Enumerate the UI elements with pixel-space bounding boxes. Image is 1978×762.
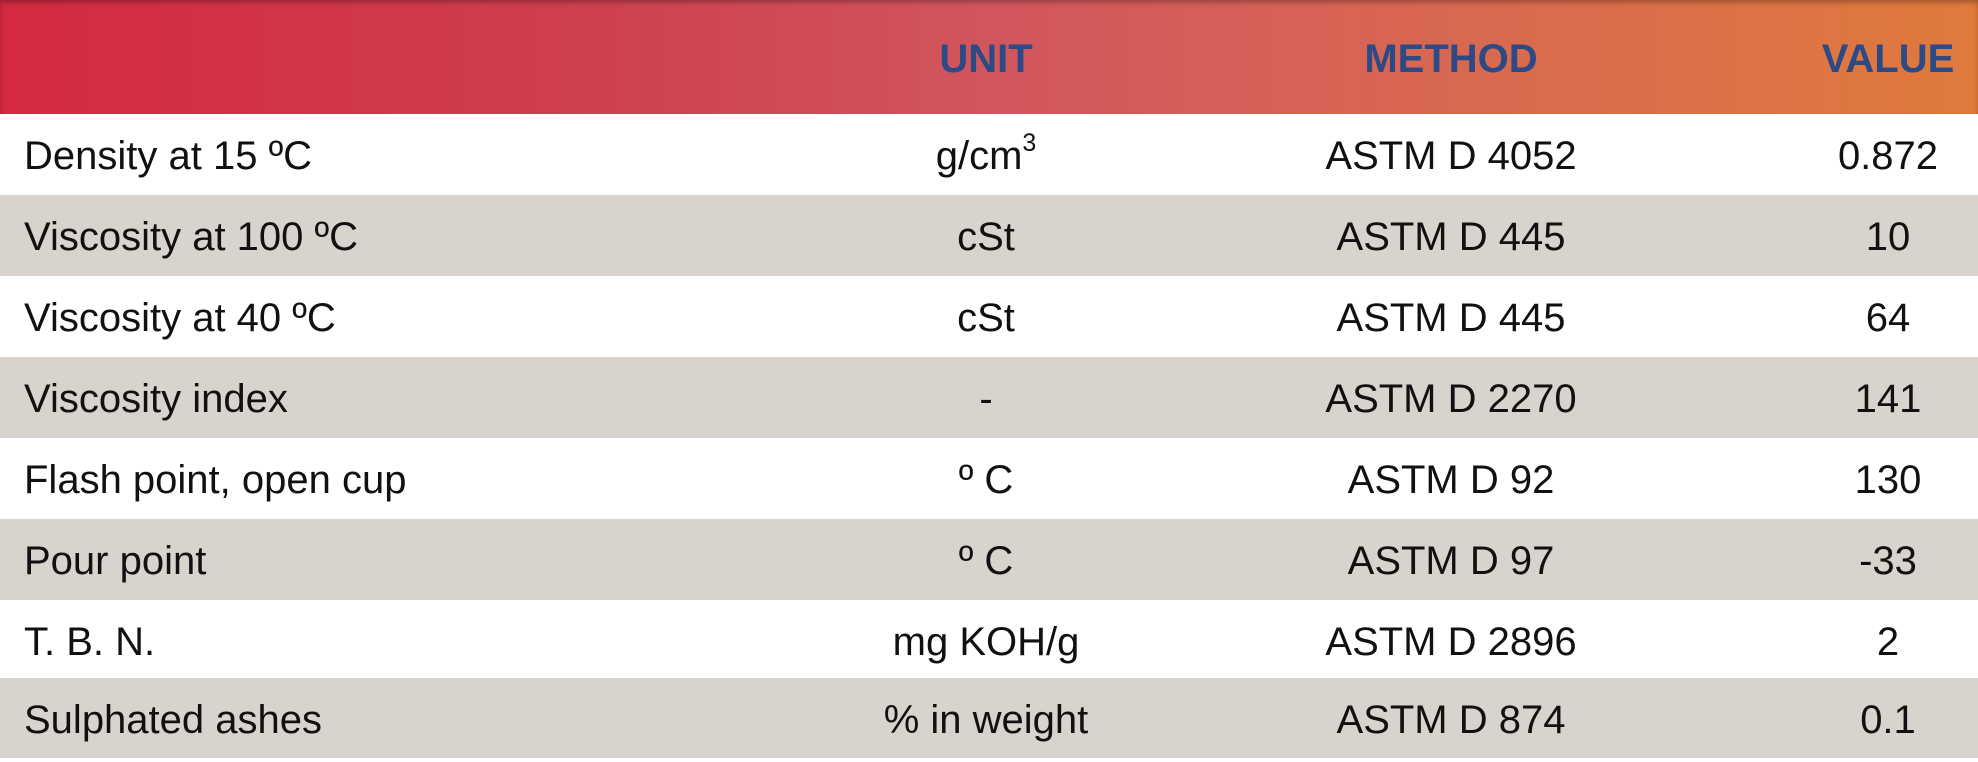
header-value: VALUE	[1821, 37, 1955, 81]
unit-superscript: 3	[1022, 128, 1037, 157]
property-value: 2	[1876, 620, 1900, 664]
property-unit: mg KOH/g	[892, 620, 1080, 664]
property-method: ASTM D 97	[1347, 539, 1555, 583]
property-value: 64	[1865, 296, 1911, 340]
property-value: 141	[1854, 377, 1922, 421]
table-row: Viscosity at 40 ºC cSt ASTM D 445 64	[0, 276, 1978, 357]
table-row: T. B. N. mg KOH/g ASTM D 2896 2	[0, 600, 1978, 681]
property-unit: % in weight	[883, 698, 1089, 742]
property-value: 0.1	[1860, 698, 1916, 742]
property-method: ASTM D 2896	[1325, 620, 1577, 664]
property-unit: cSt	[957, 296, 1015, 340]
property-method: ASTM D 445	[1336, 215, 1566, 259]
property-name: Density at 15 ºC	[24, 134, 313, 178]
table-row: Pour point º C ASTM D 97 -33	[0, 519, 1978, 600]
table-row: Viscosity index - ASTM D 2270 141	[0, 357, 1978, 438]
table-row: Density at 15 ºC g/cm3 ASTM D 4052 0.872	[0, 114, 1978, 195]
property-method: ASTM D 92	[1347, 458, 1555, 502]
property-unit: -	[979, 377, 993, 421]
property-method: ASTM D 874	[1336, 698, 1566, 742]
property-name: Sulphated ashes	[24, 698, 323, 742]
property-value: 10	[1865, 215, 1911, 259]
header-unit: UNIT	[939, 37, 1033, 81]
property-name: Pour point	[24, 539, 207, 583]
property-value: 0.872	[1837, 134, 1939, 178]
property-value: -33	[1859, 539, 1917, 583]
property-method: ASTM D 445	[1336, 296, 1566, 340]
table-row: Sulphated ashes % in weight ASTM D 874 0…	[0, 678, 1978, 758]
property-name: T. B. N.	[24, 620, 156, 664]
property-name: Viscosity index	[24, 377, 288, 421]
property-name: Viscosity at 40 ºC	[24, 296, 336, 340]
unit-text: g/cm	[935, 134, 1023, 178]
property-unit: º C	[958, 539, 1014, 583]
property-unit: º C	[958, 458, 1014, 502]
table-row: Flash point, open cup º C ASTM D 92 130	[0, 438, 1978, 519]
header-method: METHOD	[1364, 37, 1538, 81]
property-method: ASTM D 4052	[1325, 134, 1577, 178]
table-header: UNIT METHOD VALUE	[0, 0, 1978, 114]
property-value: 130	[1854, 458, 1922, 502]
property-unit: cSt	[957, 215, 1015, 259]
property-method: ASTM D 2270	[1325, 377, 1577, 421]
property-name: Flash point, open cup	[24, 458, 407, 502]
property-unit: g/cm3	[786, 114, 1186, 195]
table-row: Viscosity at 100 ºC cSt ASTM D 445 10	[0, 195, 1978, 276]
property-name: Viscosity at 100 ºC	[24, 215, 359, 259]
